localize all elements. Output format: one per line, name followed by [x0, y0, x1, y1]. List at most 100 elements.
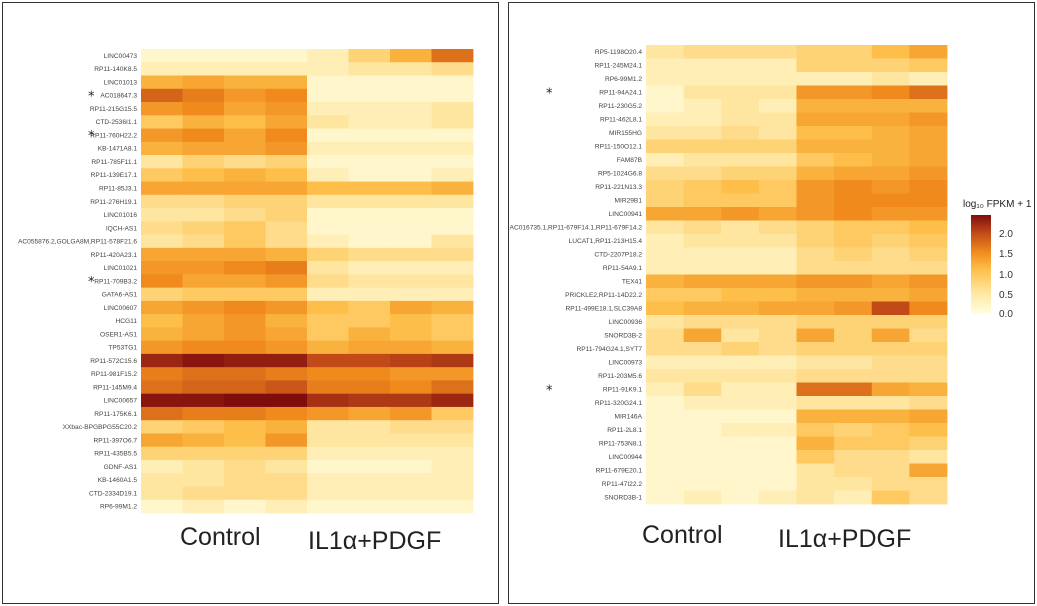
left-cell-rp11-785f11-1-2	[182, 155, 225, 169]
left-row-label-rp11-276h19-1: RP11-276H19.1	[90, 199, 137, 206]
right-cell-rp11-679e20-1-3	[721, 463, 760, 478]
left-cell-linc01021-8	[431, 261, 474, 275]
right-cell-mir155hg-6	[834, 126, 873, 140]
right-cell-rp11-245m24-1-6	[834, 58, 873, 73]
left-cell-linc00473-1	[141, 49, 183, 63]
left-cell-ctd-2334d19-1-6	[348, 486, 391, 501]
right-row-label-rp11-91k9-1: RP11-91K9.1	[603, 387, 642, 394]
right-cell-rp11-753n8-1-2	[683, 436, 722, 451]
right-cell-rp11-794g24-1-syt7-8	[909, 342, 948, 356]
right-cell-fam87b-1	[646, 153, 685, 167]
left-cell-oser1-as1-1	[141, 327, 183, 342]
left-cell-rp11-420a23-1-3	[224, 247, 266, 262]
right-cell-rp11-91k9-1-4	[758, 382, 797, 397]
left-row-label-linc01021: LINC01021	[104, 265, 138, 272]
left-cell-rp6-99m1-2-3	[224, 499, 266, 514]
right-cell-rp5-1024g6-8-2	[683, 166, 722, 181]
right-cell-linc00941-3	[721, 207, 760, 221]
left-cell-rp11-572c15-6-4	[265, 353, 308, 368]
right-cell-rp11-753n8-1-6	[834, 436, 873, 451]
left-cell-rp11-175k6-1-7	[390, 406, 432, 421]
right-cell-rp5-1198o20-4-7	[871, 45, 910, 59]
legend-tick-1-5: 1.5	[999, 249, 1013, 260]
right-cell-mir29b1-7	[871, 193, 910, 208]
right-cell-ctd-2207p18-2-6	[834, 247, 873, 262]
right-cell-rp11-230g5-2-3	[721, 99, 760, 113]
left-cell-rp11-435b5-5-5	[307, 446, 349, 461]
right-cell-rp11-91k9-1-2	[683, 382, 722, 397]
right-row-label-rp11-94a24-1: RP11-94A24.1	[599, 90, 642, 97]
right-row-label-linc00944: LINC00944	[609, 454, 643, 461]
left-cell-rp11-139e17-1-5	[307, 168, 349, 182]
left-cell-kb-1460a1-5-5	[307, 473, 349, 487]
right-cell-mir29b1-6	[834, 193, 873, 208]
right-row-label-ctd-2207p18-2: CTD-2207P18.2	[594, 252, 642, 259]
left-cell-rp11-397o6-7-2	[182, 433, 225, 448]
right-cell-rp11-462l8-1-4	[758, 112, 797, 127]
left-cell-rp11-85j3-1-5	[307, 181, 349, 196]
left-cell-rp11-145m9-4-2	[182, 380, 225, 395]
right-cell-rp11-94a24-1-5	[796, 85, 835, 100]
left-cell-rp11-139e17-1-7	[390, 168, 432, 182]
right-row-label-rp11-320g24-1: RP11-320G24.1	[595, 400, 642, 407]
right-cell-rp6-99m1-2-8	[909, 72, 948, 86]
left-cell-rp11-215g15-5-3	[224, 102, 266, 116]
left-cell-rp11-435b5-5-7	[390, 446, 432, 461]
right-cell-rp11-462l8-1-3	[721, 112, 760, 127]
left-row-label-linc00473: LINC00473	[104, 53, 138, 60]
right-cell-rp11-462l8-1-1	[646, 112, 685, 127]
right-cell-fam87b-6	[834, 153, 873, 167]
right-cell-lucat1-rp11-213h15-4-8	[909, 234, 948, 248]
right-cell-mir29b1-4	[758, 193, 797, 208]
right-cell-fam87b-7	[871, 153, 910, 167]
left-cell-ac055876-2-golga8m-rp11-578f21-6-8	[431, 234, 474, 249]
left-cell-rp11-215g15-5-1	[141, 102, 183, 116]
right-cell-prickle2-rp11-14d22-2-1	[646, 288, 685, 302]
right-cell-ctd-2207p18-2-8	[909, 247, 948, 262]
left-cell-ac055876-2-golga8m-rp11-578f21-6-2	[182, 234, 225, 249]
left-cell-rp11-572c15-6-1	[141, 353, 183, 368]
right-star-marker-rp11-94a24-1: *	[546, 86, 553, 101]
left-cell-rp11-760h22-2-7	[390, 128, 432, 143]
left-cell-rp11-175k6-1-2	[182, 406, 225, 421]
right-cell-rp11-221n13-3-7	[871, 180, 910, 194]
right-cell-rp11-679e20-1-7	[871, 463, 910, 478]
left-cell-gdnf-as1-6	[348, 459, 391, 474]
right-cell-rp11-221n13-3-2	[683, 180, 722, 194]
right-cell-rp11-150o12-1-1	[646, 139, 685, 154]
right-row-label-ac016735-1-rp11-679f14-1-rp11-679f14-2: AC016735.1,RP11-679F14.1,RP11-679F14.2	[510, 225, 643, 232]
right-row-label-mir29b1: MIR29B1	[615, 198, 643, 205]
left-cell-rp11-397o6-7-1	[141, 433, 183, 448]
left-row-label-rp11-981f15-2: RP11-981F15.2	[91, 371, 137, 378]
right-cell-rp6-99m1-2-7	[871, 72, 910, 86]
left-cell-ac018647-3-3	[224, 88, 266, 103]
left-cell-rp11-140k8-5-8	[431, 62, 474, 76]
right-row-label-rp11-462l8-1: RP11-462L8.1	[600, 117, 642, 124]
left-cell-iqch-as1-7	[390, 221, 432, 235]
right-cell-mir146a-7	[871, 409, 910, 424]
left-cell-rp11-981f15-2-7	[390, 367, 432, 381]
left-cell-ctd-2334d19-1-8	[431, 486, 474, 501]
right-cell-lucat1-rp11-213h15-4-1	[646, 234, 685, 248]
right-cell-linc00936-1	[646, 315, 685, 329]
left-cell-rp11-709b3-2-2	[182, 274, 225, 289]
left-cell-linc00607-8	[431, 300, 474, 315]
left-cell-rp11-397o6-7-4	[265, 433, 308, 448]
left-cell-rp11-785f11-1-7	[390, 155, 432, 169]
right-cell-rp11-499e18-1-slc39a8-1	[646, 301, 685, 316]
left-cell-linc00657-6	[348, 393, 391, 408]
left-cell-ctd-2536i1-1-1	[141, 115, 183, 129]
right-cell-linc00936-7	[871, 315, 910, 329]
left-cell-kb-1460a1-5-1	[141, 473, 183, 487]
left-cell-ctd-2536i1-1-4	[265, 115, 308, 129]
left-cell-hcg11-3	[224, 314, 266, 328]
left-cell-gata6-as1-6	[348, 287, 391, 302]
left-cell-ac055876-2-golga8m-rp11-578f21-6-5	[307, 234, 349, 249]
left-star-marker-rp11-760h22-2: *	[88, 129, 95, 144]
right-cell-linc00973-2	[683, 355, 722, 370]
right-row-label-rp11-221n13-3: RP11-221N13.3	[595, 184, 642, 191]
left-cell-iqch-as1-5	[307, 221, 349, 235]
left-cell-rp11-420a23-1-5	[307, 247, 349, 262]
right-cell-mir155hg-3	[721, 126, 760, 140]
left-cell-linc01016-8	[431, 208, 474, 222]
